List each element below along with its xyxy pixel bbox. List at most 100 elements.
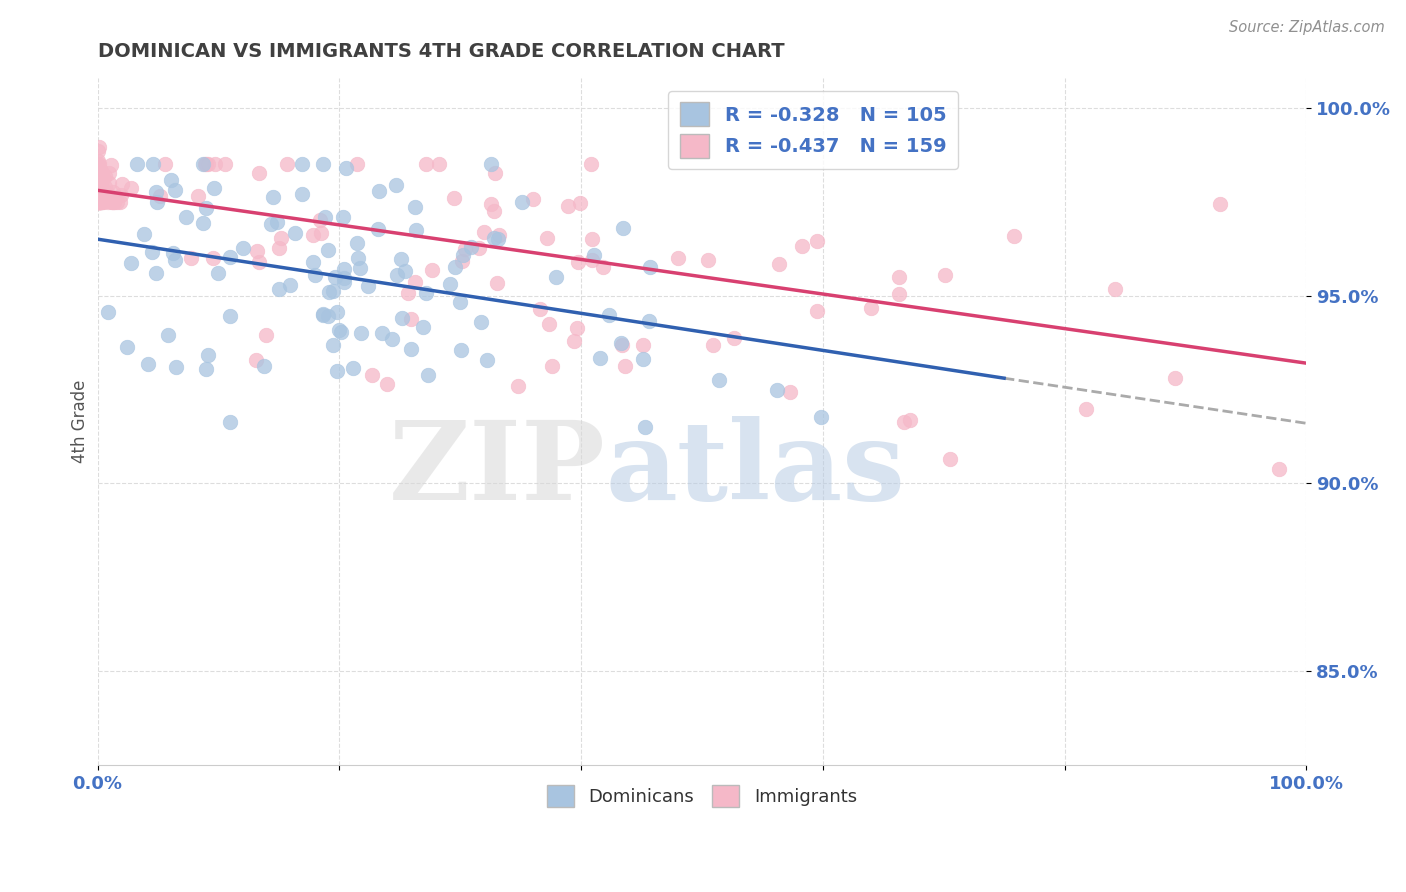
Point [451,253,474,268]
Point [87,194,110,209]
Point [564,334,586,348]
Point [934,268,956,283]
Point [460,239,482,253]
Point [541,359,564,374]
Point [581,157,603,171]
Point [120,256,142,270]
Point [790,238,813,252]
Point [193,157,215,171]
Point [375,376,398,391]
Point [633,352,655,367]
Point [207,266,229,280]
Point [90,190,112,204]
Point [246,244,269,258]
Point [87,194,110,209]
Point [187,189,209,203]
Point [439,277,461,291]
Point [89,178,111,193]
Point [479,157,502,171]
Point [291,186,314,201]
Y-axis label: 4th Grade: 4th Grade [72,380,89,463]
Point [311,308,333,322]
Point [592,260,614,274]
Point [309,213,332,227]
Point [346,235,368,250]
Point [887,287,910,301]
Point [333,270,356,285]
Point [194,157,217,171]
Point [567,255,589,269]
Point [202,181,225,195]
Point [488,228,510,243]
Point [86,194,108,209]
Point [634,419,657,434]
Point [368,184,391,198]
Point [89,194,111,209]
Point [245,353,267,368]
Point [278,278,301,293]
Point [87,178,110,192]
Point [202,252,225,266]
Point [89,162,111,177]
Point [180,251,202,265]
Point [451,248,474,262]
Point [87,177,110,191]
Point [582,248,605,262]
Point [482,203,505,218]
Point [506,379,529,393]
Point [329,325,352,339]
Point [204,157,226,171]
Point [91,185,114,199]
Point [111,178,134,192]
Point [610,338,633,352]
Point [939,452,962,467]
Point [91,172,114,186]
Point [385,268,408,282]
Point [89,194,111,209]
Point [89,194,111,209]
Point [87,156,110,170]
Point [415,286,437,301]
Point [97,166,120,180]
Point [149,189,172,203]
Point [90,187,112,202]
Point [381,332,404,346]
Point [589,351,612,366]
Point [316,309,339,323]
Point [89,180,111,194]
Point [326,364,349,378]
Point [399,312,422,326]
Point [103,194,125,209]
Point [696,252,718,267]
Point [479,197,502,211]
Point [197,348,219,362]
Point [404,275,426,289]
Point [89,169,111,184]
Point [454,242,477,256]
Point [87,194,110,209]
Point [86,186,108,200]
Point [356,279,378,293]
Point [259,218,281,232]
Point [219,309,242,323]
Point [91,193,114,207]
Point [401,342,423,356]
Point [361,368,384,382]
Point [89,194,111,209]
Point [598,308,620,322]
Point [195,201,218,215]
Point [138,357,160,371]
Point [105,194,128,209]
Point [90,187,112,202]
Point [87,186,110,200]
Point [522,192,544,206]
Point [97,188,120,202]
Point [87,144,110,158]
Point [544,270,567,285]
Legend: Dominicans, Immigrants: Dominicans, Immigrants [540,778,865,814]
Point [702,338,724,352]
Point [638,260,661,274]
Point [253,359,276,374]
Point [328,323,350,337]
Point [612,221,634,235]
